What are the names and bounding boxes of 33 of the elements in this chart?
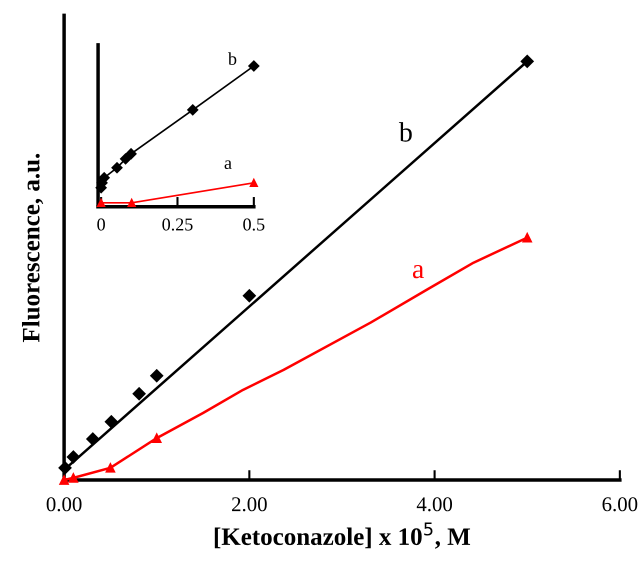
point — [248, 60, 260, 72]
point — [187, 104, 198, 116]
y-axis-title: Fluorescence, a.u. — [22, 154, 44, 342]
x-tick-label: 0.5 — [243, 218, 264, 231]
series-label: b — [398, 122, 412, 142]
x-axis-title: [Ketoconazole] x 10$^{5}$, M — [214, 522, 470, 549]
x-tick-label: 0 — [97, 218, 105, 231]
point — [58, 461, 72, 474]
series-label: a — [412, 264, 424, 278]
point — [150, 369, 164, 382]
point — [59, 475, 69, 485]
point — [86, 432, 100, 446]
point — [106, 462, 116, 473]
x-tick-label: 6.00 — [602, 497, 638, 512]
x-tick-label: 4.00 — [416, 497, 452, 512]
point — [111, 162, 123, 174]
point — [125, 148, 137, 160]
x-tick-label: 0.25 — [162, 218, 193, 231]
x-tick-label: 0.00 — [46, 497, 82, 512]
series-label: a — [224, 160, 232, 170]
point — [250, 178, 258, 187]
point — [520, 54, 534, 68]
series-label: b — [228, 52, 236, 65]
point — [96, 198, 106, 207]
point — [132, 387, 146, 400]
point — [522, 232, 532, 242]
x-tick-label: 2.00 — [232, 497, 267, 512]
point — [128, 198, 136, 207]
point — [152, 433, 162, 443]
point — [66, 450, 80, 464]
point — [68, 473, 78, 483]
point — [242, 289, 256, 302]
point — [104, 415, 118, 428]
